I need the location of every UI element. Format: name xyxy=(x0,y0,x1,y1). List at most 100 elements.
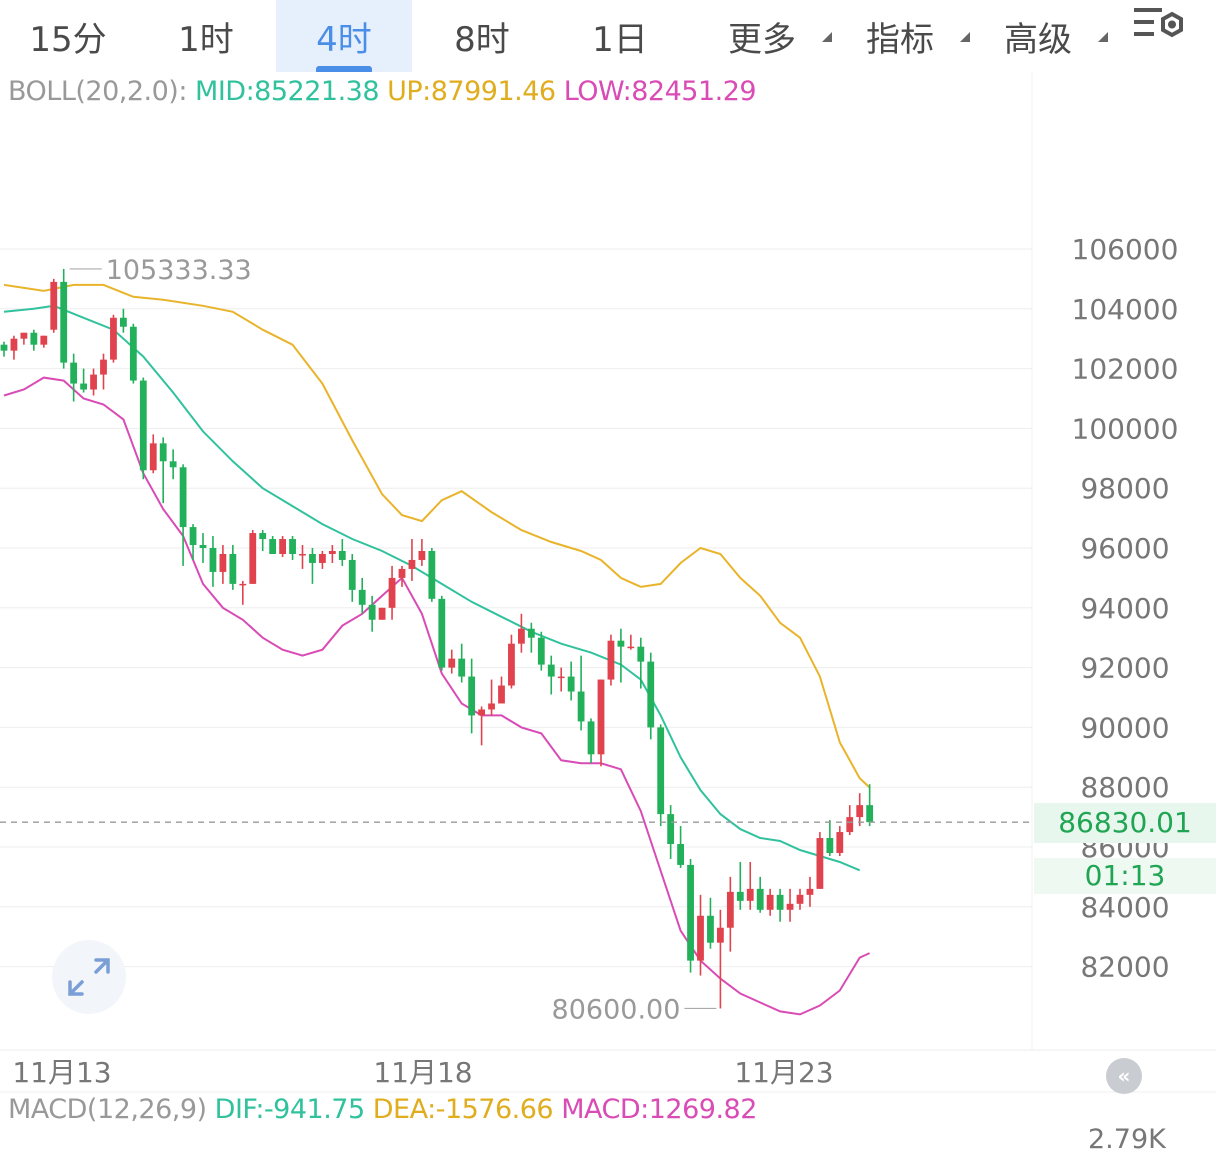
macd-dif-value: DIF:-941.75 xyxy=(214,1094,366,1125)
candle-body xyxy=(458,658,466,677)
candle-body xyxy=(80,383,87,390)
candle-body xyxy=(110,317,117,360)
candle-body xyxy=(637,646,645,662)
boll-upper-line xyxy=(3,283,871,789)
candle-body xyxy=(567,676,575,692)
tab-4[interactable]: 8时 xyxy=(414,0,550,72)
candle-body xyxy=(776,894,784,910)
x-tick-label: 11月23 xyxy=(734,1056,833,1089)
candle-body xyxy=(468,676,476,716)
candle-body xyxy=(498,685,505,704)
candle-body xyxy=(120,317,127,327)
candle-body xyxy=(299,553,306,556)
candle-body xyxy=(846,817,854,833)
boll-mid-value: MID:85221.38 xyxy=(195,76,380,107)
candle-body xyxy=(736,891,744,901)
double-chevron-left-icon: « xyxy=(1117,1064,1131,1088)
candle-body xyxy=(836,832,844,853)
tab-5[interactable]: 1日 xyxy=(552,0,688,72)
candle-body xyxy=(448,658,456,668)
tab-label: 15分 xyxy=(29,19,107,60)
candle-body xyxy=(438,598,446,668)
y-tick-label: 92000 xyxy=(1080,652,1169,685)
candle-body xyxy=(667,814,675,845)
candle-body xyxy=(527,628,535,638)
candle-body xyxy=(378,607,386,620)
candle-body xyxy=(518,628,525,644)
tab-3[interactable]: 4时 xyxy=(276,0,412,72)
scroll-to-latest-button[interactable]: « xyxy=(1106,1058,1142,1094)
candle-body xyxy=(717,927,724,943)
dropdown-caret-icon xyxy=(1098,32,1108,42)
candle-body xyxy=(189,527,197,546)
timeframe-tabs: 15分 1时 4时 8时 1日 更多 指标 高级 xyxy=(0,0,1216,72)
candle-body xyxy=(40,335,48,345)
candle-body xyxy=(577,691,585,722)
candle-body xyxy=(50,281,58,330)
dropdown-caret-icon xyxy=(960,32,970,42)
tab-label: 8时 xyxy=(454,19,510,60)
y-tick-label: 90000 xyxy=(1080,711,1169,744)
chart-settings-button[interactable] xyxy=(1130,2,1190,46)
candle-body xyxy=(90,374,97,390)
candle-body xyxy=(627,646,635,649)
candle-body xyxy=(159,443,167,462)
candle-body xyxy=(547,664,555,677)
candle-body xyxy=(796,894,804,904)
candle-body xyxy=(537,637,545,665)
candle-body xyxy=(139,380,147,471)
candle-body xyxy=(328,550,336,554)
candle-body xyxy=(408,559,416,569)
tab-6[interactable]: 更多 xyxy=(694,0,832,72)
boll-low-value: LOW:82451.29 xyxy=(563,76,757,107)
expand-icon xyxy=(68,958,110,996)
tab-2[interactable]: 1时 xyxy=(138,0,274,72)
candle-body xyxy=(826,838,834,853)
candle-body xyxy=(756,888,764,910)
tab-1[interactable]: 15分 xyxy=(0,0,136,72)
boll-mid-line xyxy=(3,304,861,872)
candle-body xyxy=(289,539,296,554)
volume-axis-label: 2.79K xyxy=(1088,1124,1166,1155)
low-price-label: 80600.00 xyxy=(552,994,681,1025)
macd-value: MACD:1269.82 xyxy=(561,1094,757,1125)
candle-body xyxy=(557,676,565,679)
candle-body xyxy=(199,545,207,548)
candle-body xyxy=(746,888,754,901)
macd-dea-value: DEA:-1576.66 xyxy=(372,1094,554,1125)
candle-body xyxy=(269,539,277,554)
candle-body xyxy=(129,326,137,381)
candle-body xyxy=(319,553,326,563)
candle-body xyxy=(677,844,684,865)
tab-label: 1时 xyxy=(178,19,234,60)
candle-body xyxy=(707,915,714,943)
y-tick-label: 88000 xyxy=(1080,771,1169,804)
candle-body xyxy=(786,903,794,910)
candle-body xyxy=(597,679,605,755)
boll-label: BOLL(20,2.0): xyxy=(8,76,187,107)
candle-body xyxy=(766,894,774,910)
candle-body xyxy=(508,643,515,686)
candle-body xyxy=(856,805,864,818)
boll-up-value: UP:87991.46 xyxy=(387,76,556,107)
candle-body xyxy=(279,539,286,554)
tab-label: 4时 xyxy=(316,19,372,60)
candle-body xyxy=(478,709,485,716)
fullscreen-button[interactable] xyxy=(52,940,126,1014)
macd-label: MACD(12,26,9) xyxy=(8,1094,207,1125)
candle-countdown: 01:13 xyxy=(1034,858,1216,894)
boll-legend: BOLL(20,2.0): MID:85221.38 UP:87991.46 L… xyxy=(8,76,757,107)
y-tick-label: 96000 xyxy=(1080,532,1169,565)
tab-7[interactable]: 指标 xyxy=(832,0,970,72)
candle-body xyxy=(488,703,495,710)
tab-8[interactable]: 高级 xyxy=(970,0,1108,72)
candle-body xyxy=(100,359,107,375)
candle-body xyxy=(697,915,704,961)
candle-body xyxy=(657,727,665,815)
candle-body xyxy=(418,550,426,560)
candle-body xyxy=(368,604,376,620)
last-price-tag: 86830.01 xyxy=(1034,803,1216,843)
y-tick-label: 84000 xyxy=(1080,891,1169,924)
candle-body xyxy=(209,548,217,572)
